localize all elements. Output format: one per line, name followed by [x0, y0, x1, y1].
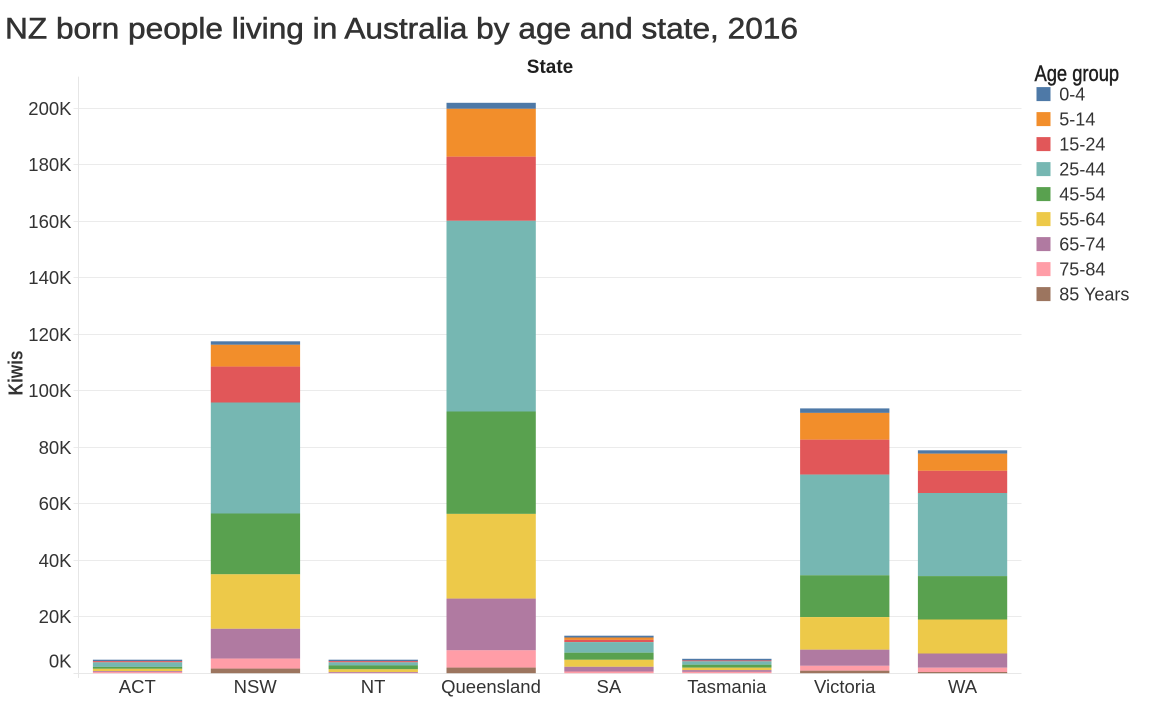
svg-text:45-54: 45-54 [1059, 184, 1105, 204]
svg-text:40K: 40K [39, 550, 73, 571]
svg-text:180K: 180K [28, 154, 72, 175]
svg-text:Age group: Age group [1035, 61, 1120, 86]
svg-text:15-24: 15-24 [1059, 134, 1105, 154]
svg-text:25-44: 25-44 [1059, 159, 1105, 179]
svg-text:0-4: 0-4 [1059, 84, 1085, 104]
svg-text:0K: 0K [49, 650, 72, 671]
svg-text:5-14: 5-14 [1059, 109, 1095, 129]
svg-text:85 Years: 85 Years [1059, 284, 1129, 304]
svg-text:Victoria: Victoria [814, 676, 876, 697]
svg-text:120K: 120K [28, 324, 72, 345]
svg-text:NSW: NSW [234, 676, 278, 697]
svg-text:200K: 200K [28, 98, 72, 119]
svg-text:60K: 60K [39, 493, 73, 514]
svg-text:140K: 140K [28, 267, 72, 288]
svg-text:80K: 80K [39, 437, 73, 458]
svg-text:160K: 160K [28, 211, 72, 232]
svg-text:Kiwis: Kiwis [6, 351, 28, 396]
svg-text:NT: NT [361, 676, 386, 697]
svg-text:ACT: ACT [119, 676, 156, 697]
svg-text:State: State [527, 57, 573, 78]
svg-text:100K: 100K [28, 380, 72, 401]
svg-text:65-74: 65-74 [1059, 234, 1105, 254]
svg-text:55-64: 55-64 [1059, 209, 1105, 229]
svg-text:Tasmania: Tasmania [687, 676, 767, 697]
svg-text:WA: WA [948, 676, 978, 697]
svg-text:SA: SA [597, 676, 622, 697]
svg-text:Queensland: Queensland [441, 676, 541, 697]
svg-text:20K: 20K [39, 606, 73, 627]
svg-text:NZ born people living in Austr: NZ born people living in Australia by ag… [5, 13, 798, 46]
svg-text:75-84: 75-84 [1059, 259, 1105, 279]
